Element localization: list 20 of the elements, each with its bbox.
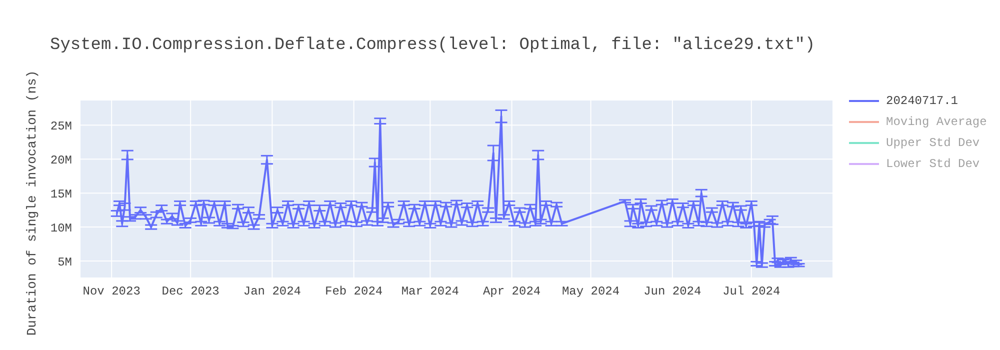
- y-tick-label: 5M: [58, 255, 72, 270]
- x-tick-label: Dec 2023: [162, 284, 220, 299]
- x-tick-label: Jan 2024: [243, 284, 302, 299]
- y-tick-label: 25M: [50, 119, 72, 134]
- y-tick-label: 10M: [50, 221, 72, 236]
- y-tick-label: 15M: [50, 187, 72, 202]
- x-tick-label: Jun 2024: [644, 284, 702, 299]
- x-tick-label: May 2024: [562, 284, 620, 299]
- x-tick-label: Jul 2024: [722, 284, 780, 299]
- x-tick-label: Apr 2024: [482, 284, 541, 299]
- legend-label: Moving Average: [886, 114, 987, 128]
- x-tick-label: Mar 2024: [401, 284, 459, 299]
- legend-label: Upper Std Dev: [886, 136, 980, 150]
- x-tick-label: Nov 2023: [82, 284, 140, 299]
- legend-label: Lower Std Dev: [886, 156, 980, 170]
- legend-label: 20240717.1: [886, 94, 958, 108]
- y-tick-label: 20M: [50, 153, 72, 168]
- x-tick-label: Feb 2024: [325, 284, 383, 299]
- chart-title: System.IO.Compression.Deflate.Compress(level: Optimal, file: "alice29.txt"): [50, 36, 816, 55]
- y-axis-title: Duration of single invocation (ns): [24, 70, 40, 336]
